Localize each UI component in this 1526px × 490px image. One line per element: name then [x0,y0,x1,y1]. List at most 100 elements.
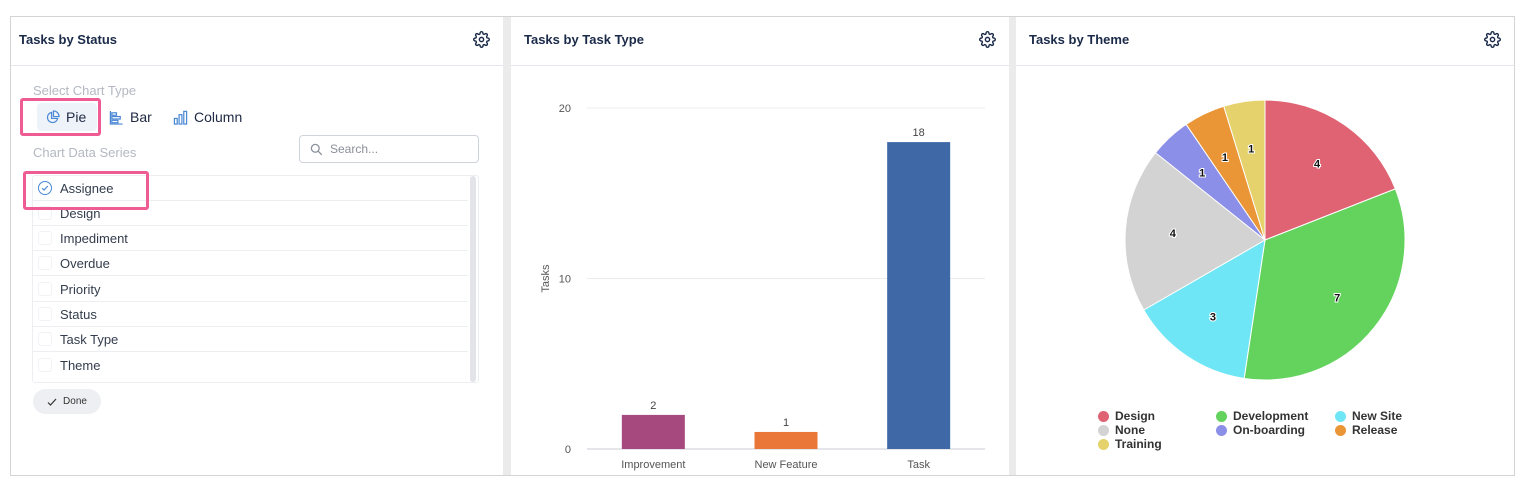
highlight-box-pie [20,98,101,136]
bar-chart-icon [109,110,123,125]
series-label: Theme [60,358,101,373]
pie-data-label: 3 [1210,311,1216,323]
series-label: Priority [60,282,101,297]
chart-data-series-label: Chart Data Series [33,145,137,160]
gear-icon[interactable] [473,31,490,48]
panel-header: Tasks by Status [11,17,503,66]
bar [621,414,685,449]
legend-label: Development [1233,409,1309,423]
series-label: Assignee [60,181,114,196]
series-checkbox-assignee[interactable] [38,181,52,195]
gear-icon[interactable] [1484,31,1501,48]
bar-chart: 0 10 20 Tasks 2 Improvement 1 New Feature 18 Task [540,103,985,471]
bar-data-label: 18 [913,127,925,139]
series-item-assignee[interactable]: Assignee [33,176,468,201]
legend-item[interactable]: Release [1335,423,1397,437]
series-item-theme[interactable]: Theme [33,353,468,378]
series-item-status[interactable]: Status [33,302,468,327]
pie-chart-icon [46,109,60,123]
pie-chart: 4 7 3 4 1 1 1 [1124,99,1406,381]
column-chart-icon [173,110,188,125]
series-label: Impediment [60,231,128,246]
series-checkbox-impediment[interactable] [38,231,52,245]
legend-label: On-boarding [1233,423,1305,437]
series-checkbox-overdue[interactable] [38,256,52,270]
legend-swatch [1098,410,1109,422]
legend-swatch [1216,410,1227,422]
legend-item[interactable]: New Site [1335,409,1402,423]
search-icon [310,143,323,156]
done-button[interactable]: Done [33,389,101,414]
pie-data-label: 7 [1334,293,1340,305]
chart-type-bar-button[interactable]: Bar [109,103,152,131]
chart-type-bar-label: Bar [130,109,152,125]
panel-tasks-by-theme: Tasks by Theme 4 7 3 4 1 1 1 Design Development… [1016,17,1514,475]
legend-label: None [1115,423,1145,437]
panel-title: Tasks by Theme [1029,32,1130,47]
legend-swatch [1098,424,1109,436]
pie-data-label: 1 [1199,167,1205,179]
series-checkbox-theme[interactable] [38,358,52,372]
bar-data-label: 1 [783,417,789,429]
chart-type-column-button[interactable]: Column [173,103,242,131]
series-search [299,135,479,163]
series-item-impediment[interactable]: Impediment [33,226,468,251]
series-label: Overdue [60,256,110,271]
x-tick-label: Task [907,459,930,471]
panel-title: Tasks by Task Type [524,32,644,47]
chart-type-pie-label: Pie [66,109,87,125]
series-label: Task Type [60,332,119,347]
highlight-box-assignee [23,171,149,210]
legend-item[interactable]: Design [1098,409,1155,423]
legend-label: Design [1115,409,1156,423]
y-axis-label: Tasks [540,264,552,293]
done-label: Done [63,396,87,407]
pie-slice [1243,188,1406,381]
legend-swatch [1335,410,1346,422]
panel-title: Tasks by Status [19,32,118,47]
pie-data-label: 4 [1170,228,1177,240]
y-tick-label: 20 [559,103,571,115]
legend-item[interactable]: On-boarding [1216,423,1305,437]
legend-item[interactable]: Training [1098,437,1162,451]
legend-label: Release [1352,423,1398,437]
pie-slice [1124,152,1266,311]
chart-type-pie-button[interactable]: Pie [37,103,97,131]
legend-item[interactable]: Development [1216,409,1308,423]
chart-type-column-label: Column [194,109,243,125]
series-item-overdue[interactable]: Overdue [33,251,468,276]
bar-data-label: 2 [650,400,656,412]
series-list: Assignee Design Impediment Overdue Prior… [32,175,479,383]
series-checkbox-status[interactable] [38,307,52,321]
legend-label: New Site [1352,409,1403,423]
pie-data-label: 1 [1222,152,1228,164]
series-list-scrollbar[interactable] [470,176,476,382]
checkmark-icon [47,398,57,406]
panel-header: Tasks by Task Type [511,17,1009,66]
series-checkbox-design[interactable] [38,206,52,220]
y-tick-label: 10 [559,274,571,286]
legend-item[interactable]: None [1098,423,1145,437]
x-tick-label: New Feature [755,459,818,471]
y-tick-label: 0 [565,444,571,456]
search-input[interactable] [330,140,470,158]
series-checkbox-task-type[interactable] [38,332,52,346]
series-checkbox-priority[interactable] [38,282,52,296]
bar [887,142,951,449]
pie-slice [1223,99,1266,241]
series-item-priority[interactable]: Priority [33,277,468,302]
checkmark-icon [41,185,49,191]
panel-tasks-by-task-type: Tasks by Task Type 0 10 20 Tasks 2 Improvemen… [511,17,1009,475]
legend-swatch [1216,424,1227,436]
legend-label: Training [1115,437,1162,451]
gear-icon[interactable] [979,31,996,48]
panel-tasks-by-status: Tasks by Status Select Chart Type Pie [11,17,503,475]
series-item-task-type[interactable]: Task Type [33,327,468,352]
pie-slice [1264,99,1396,241]
pie-data-label: 4 [1314,159,1321,171]
legend-swatch [1335,424,1346,436]
legend-swatch [1098,438,1109,450]
pie-data-label: 1 [1248,144,1254,156]
x-tick-label: Improvement [621,459,685,471]
panel-header: Tasks by Theme [1016,17,1514,66]
